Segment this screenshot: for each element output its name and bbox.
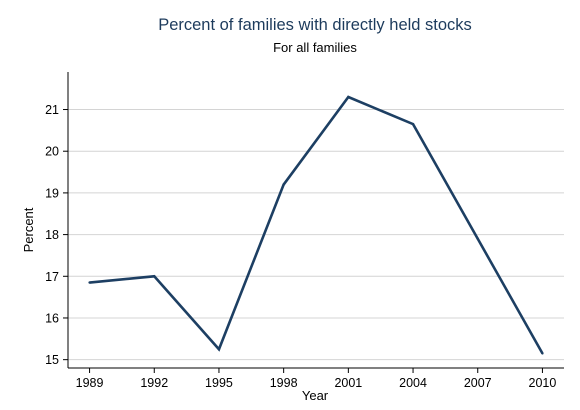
x-tick-label: 2004 <box>399 376 427 390</box>
x-tick-label: 1992 <box>140 376 168 390</box>
x-tick-label: 2010 <box>529 376 557 390</box>
x-tick-label: 2007 <box>464 376 492 390</box>
x-tick-label: 1989 <box>76 376 104 390</box>
data-point <box>217 348 221 351</box>
y-tick-label: 19 <box>45 186 59 200</box>
y-axis-ticks: 15 16 17 18 19 20 21 <box>45 103 68 367</box>
gridlines <box>68 109 564 361</box>
y-tick-label: 18 <box>45 228 59 242</box>
y-tick-label: 20 <box>45 145 59 159</box>
data-point <box>282 183 285 186</box>
series-layer <box>88 95 544 355</box>
x-tick-label: 2001 <box>334 376 362 390</box>
y-tick-label: 15 <box>45 353 59 367</box>
chart-title: Percent of families with directly held s… <box>158 16 472 34</box>
y-tick-label: 17 <box>45 270 59 284</box>
data-point <box>153 275 156 278</box>
chart-subtitle: For all families <box>273 40 357 55</box>
axes <box>67 72 564 369</box>
x-axis-ticks: 1989 1992 1995 1998 2001 2004 2007 2010 <box>76 368 557 390</box>
data-point <box>476 237 479 240</box>
x-axis-label: Year <box>302 388 329 403</box>
y-tick-label: 21 <box>45 103 59 117</box>
x-tick-label: 1998 <box>270 376 298 390</box>
y-tick-label: 16 <box>45 311 59 325</box>
data-point <box>347 95 350 99</box>
series-line <box>89 95 544 355</box>
data-point <box>411 122 415 126</box>
data-point <box>541 352 544 355</box>
data-point <box>88 281 91 284</box>
y-axis-label: Percent <box>21 207 36 252</box>
x-tick-label: 1995 <box>205 376 233 390</box>
